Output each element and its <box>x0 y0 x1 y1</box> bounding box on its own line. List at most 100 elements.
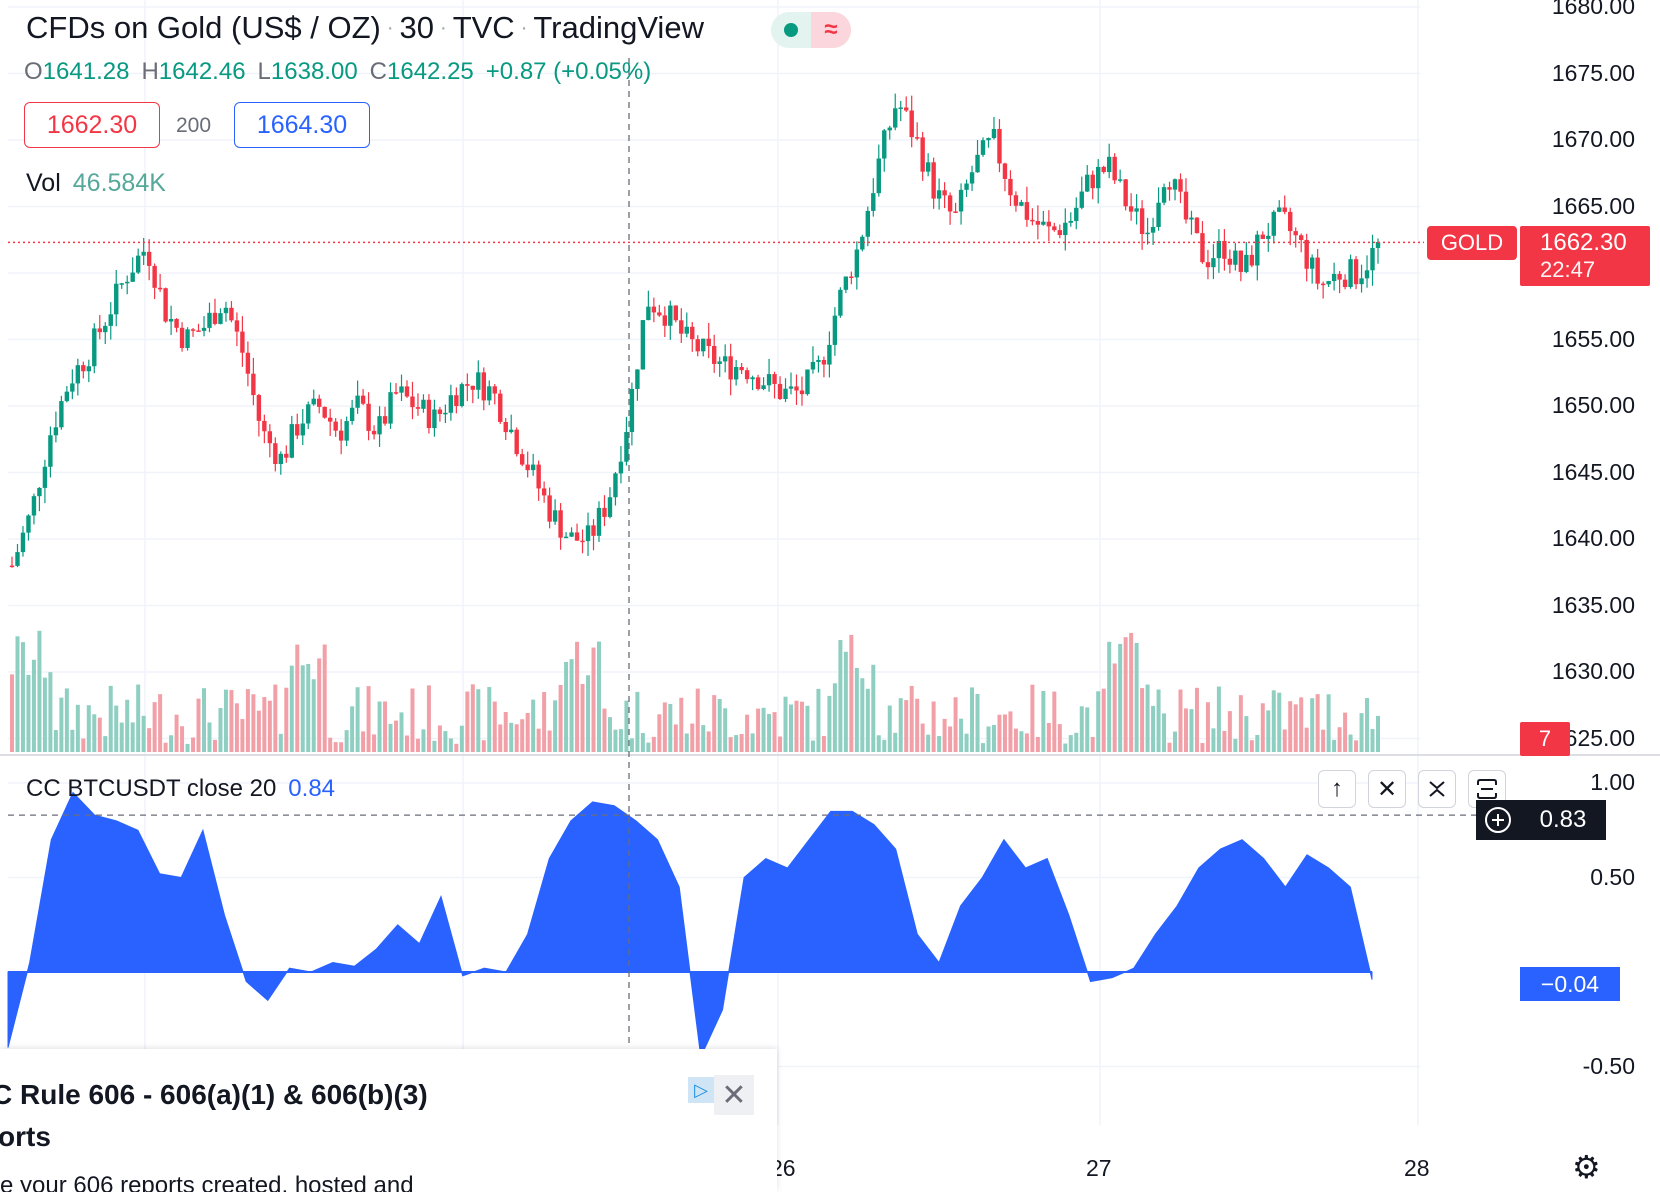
volume-legend[interactable]: Vol 46.584K <box>26 169 166 198</box>
candle-body <box>130 272 135 282</box>
market-status-pill[interactable]: ≈ <box>771 12 851 48</box>
candle-body <box>953 211 958 213</box>
candle-body <box>163 288 168 322</box>
volume-bar <box>448 738 453 752</box>
volume-bar <box>547 730 552 752</box>
candle-body <box>388 392 393 424</box>
candle-body <box>1167 187 1172 190</box>
ad-banner[interactable]: C Rule 606 - 606(a)(1) & 606(b)(3) orts … <box>0 1049 777 1192</box>
interval[interactable]: 30 <box>399 10 435 45</box>
volume-bar <box>860 678 865 752</box>
volume-bar <box>756 708 761 752</box>
candle-body <box>476 372 481 390</box>
volume-bar <box>734 735 739 752</box>
volume-bar <box>981 743 986 752</box>
candle-body <box>591 525 596 536</box>
volume-bar <box>245 689 250 752</box>
candle-body <box>306 404 311 424</box>
candle-body <box>256 395 262 421</box>
approx-icon: ≈ <box>811 12 851 48</box>
volume-bar <box>81 738 86 752</box>
symbol-name[interactable]: CFDs on Gold (US$ / OZ) <box>26 10 381 45</box>
candle-body <box>393 392 399 394</box>
indicator-name: CC BTCUSDT close 20 <box>26 775 277 802</box>
indicator-legend[interactable]: CC BTCUSDT close 20 0.84 <box>26 775 335 803</box>
candle-body <box>684 326 689 334</box>
crosshair-value-tag: 0.83 <box>1520 800 1606 840</box>
candle-body <box>75 365 81 384</box>
candle-body <box>465 384 470 386</box>
volume-bar <box>970 687 975 752</box>
candle-body <box>70 383 75 392</box>
candle-body <box>871 193 876 211</box>
volume-bar <box>1090 737 1095 752</box>
add-alert-button[interactable] <box>1476 800 1520 840</box>
symbol-title[interactable]: CFDs on Gold (US$ / OZ) · 30 · TVC · TradingVi… <box>26 10 704 46</box>
volume-bar <box>344 730 349 752</box>
high-value: 1642.46 <box>158 58 246 85</box>
volume-bar <box>1249 740 1254 752</box>
candle-body <box>284 453 289 458</box>
volume-bar <box>147 728 152 752</box>
candle-body <box>569 532 574 537</box>
candle-body <box>86 366 92 372</box>
candle-body <box>470 385 476 390</box>
candle-body <box>377 416 382 435</box>
candle-body <box>196 330 201 332</box>
candle-body <box>415 407 421 409</box>
candle-body <box>827 344 832 365</box>
volume-bar <box>964 733 969 752</box>
volume-bar <box>350 706 355 752</box>
candle-body <box>152 265 157 288</box>
volume-bar <box>229 690 234 752</box>
candle-body <box>218 313 223 324</box>
candle-body <box>185 329 190 348</box>
buy-price-button[interactable]: 1664.30 <box>234 102 370 148</box>
volume-bar <box>10 674 14 752</box>
candle-body <box>1046 221 1052 227</box>
volume-bar <box>953 697 958 752</box>
volume-bar <box>679 697 684 752</box>
ad-subtitle[interactable]: orts <box>0 1121 51 1152</box>
ad-close-button[interactable]: ✕ <box>714 1075 754 1115</box>
volume-bar <box>443 731 448 752</box>
volume-bar <box>295 644 300 752</box>
collapse-pane-button[interactable] <box>1418 770 1456 808</box>
last-price-tag: 1662.30 22:47 <box>1520 226 1650 286</box>
candle-body <box>311 398 316 405</box>
volume-bar <box>942 718 947 752</box>
candle-body <box>498 393 503 422</box>
volume-bar <box>575 641 580 752</box>
candle-body <box>547 495 552 522</box>
adchoices-icon[interactable]: ▷ <box>688 1077 714 1103</box>
volume-bar <box>591 647 596 752</box>
remove-indicator-button[interactable]: ✕ <box>1368 770 1406 808</box>
volume-bar <box>1046 723 1051 752</box>
volume-bar <box>959 718 964 752</box>
volume-bar <box>86 705 91 752</box>
volume-bar <box>1310 698 1315 752</box>
volume-bar <box>366 686 371 752</box>
candle-body <box>1079 191 1084 208</box>
sell-price-button[interactable]: 1662.30 <box>24 102 160 148</box>
volume-bar <box>273 684 278 752</box>
candle-body <box>454 395 459 407</box>
candle-body <box>349 407 355 422</box>
indicator-tick-label: 0.50 <box>1590 863 1635 890</box>
candle-body <box>1019 202 1024 206</box>
ad-title[interactable]: C Rule 606 - 606(a)(1) & 606(b)(3) <box>0 1079 428 1110</box>
candle-body <box>947 195 953 212</box>
gear-icon[interactable]: ⚙ <box>1572 1149 1601 1185</box>
volume-bar <box>212 739 217 752</box>
volume-bar <box>778 736 783 752</box>
volume-bar <box>361 731 366 752</box>
candle-body <box>1112 156 1117 181</box>
move-up-button[interactable]: ↑ <box>1318 770 1356 808</box>
candle-body <box>525 464 530 471</box>
candle-body <box>640 320 646 370</box>
volume-bar <box>180 726 185 752</box>
separator-dot: · <box>386 17 394 39</box>
time-tick-label: 28 <box>1404 1155 1430 1181</box>
volume-bar <box>1024 733 1029 752</box>
